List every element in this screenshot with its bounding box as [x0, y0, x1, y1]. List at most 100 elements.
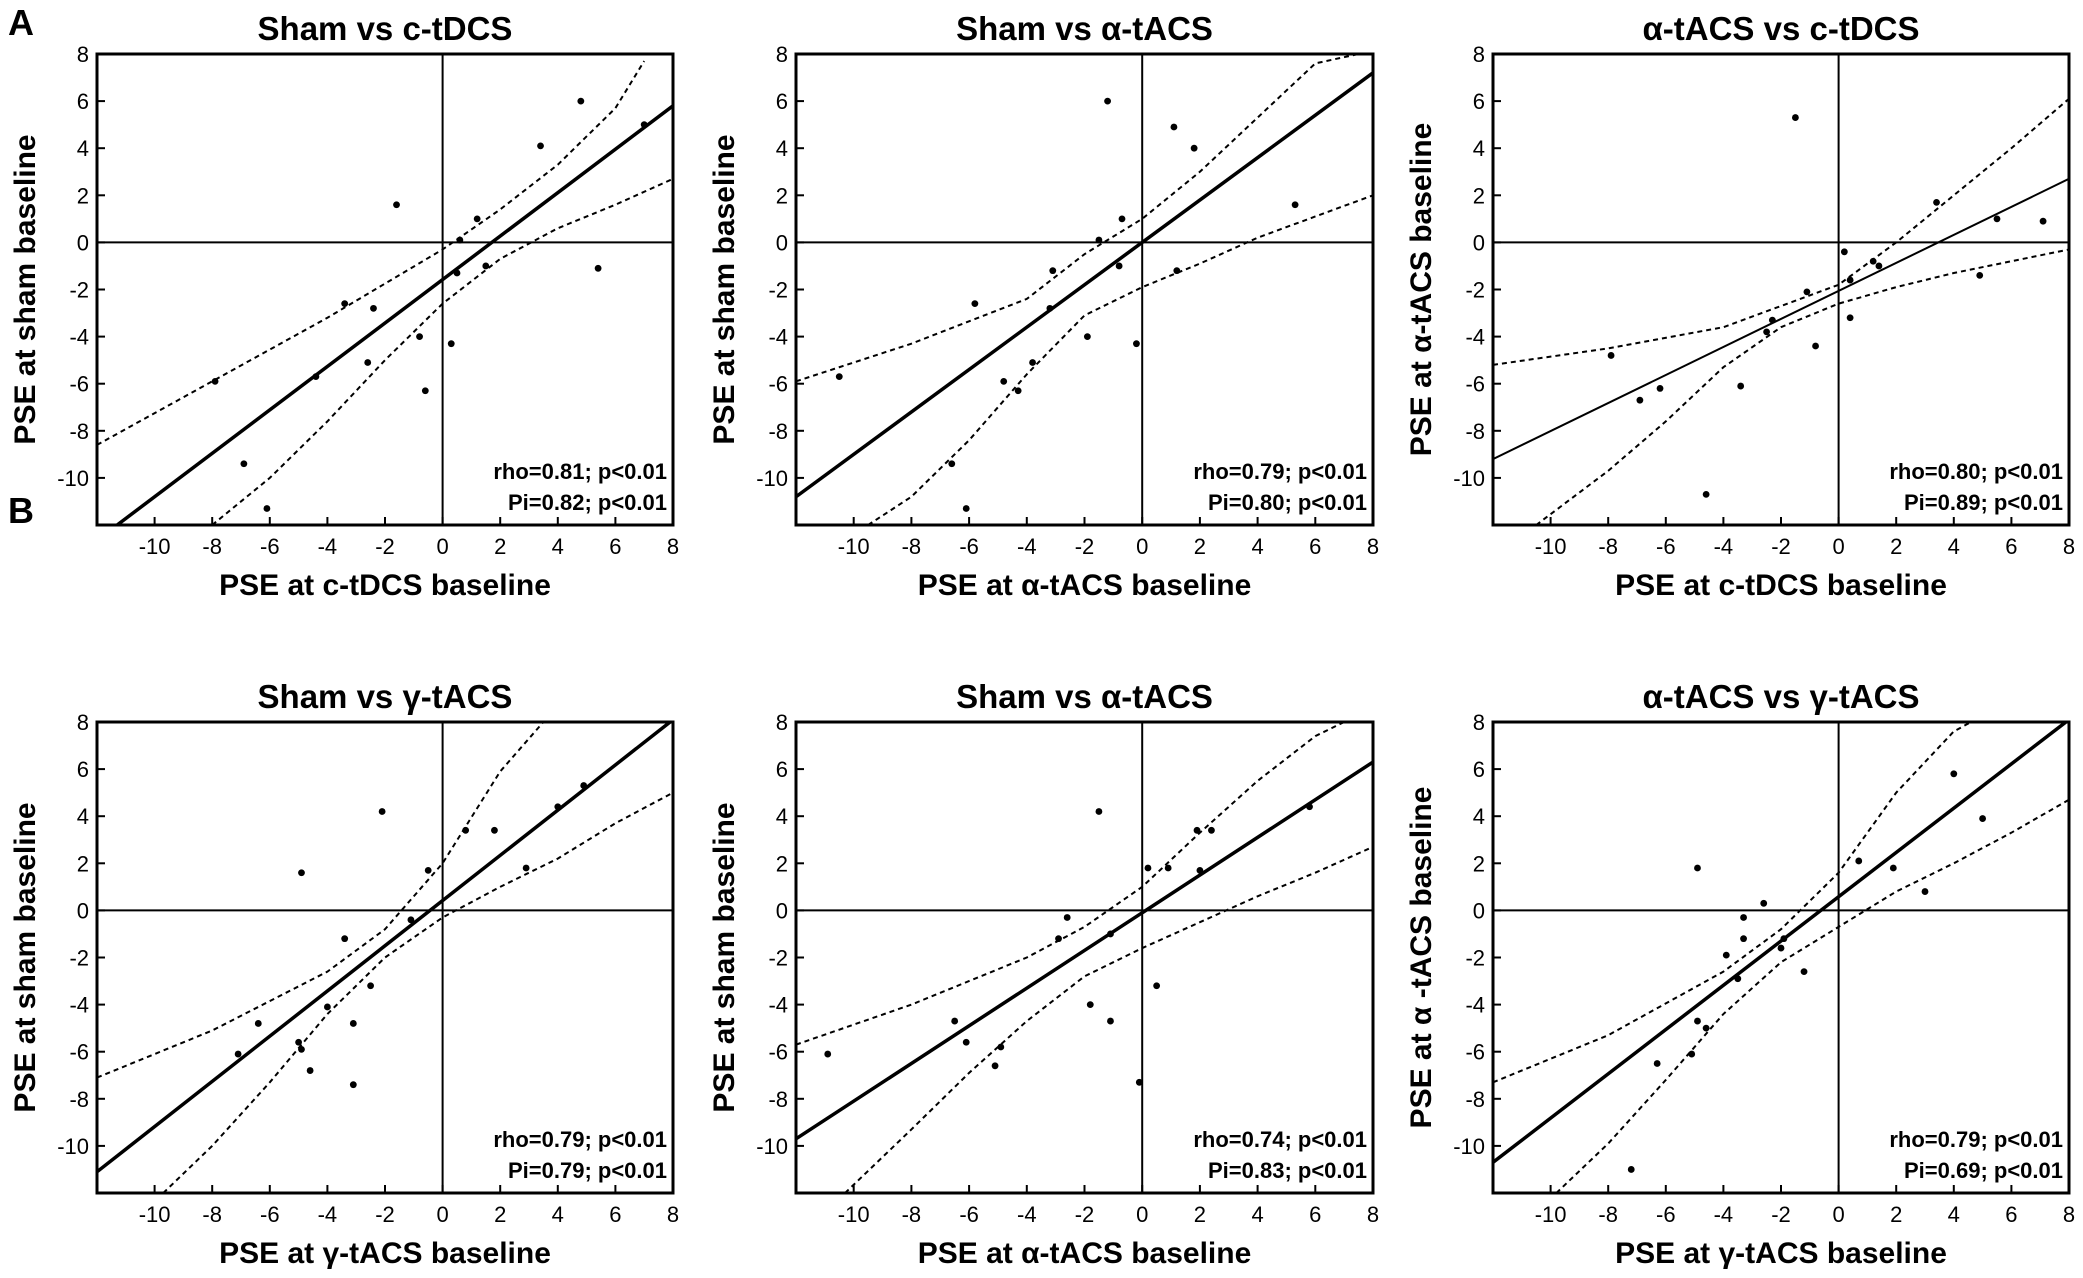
x-tick-label: 0 — [1832, 1202, 1844, 1227]
data-point — [951, 1017, 959, 1025]
data-point — [1855, 857, 1863, 865]
x-tick-label: 0 — [1832, 534, 1844, 559]
row-label-b: B — [8, 490, 34, 531]
x-tick-label: -2 — [375, 1202, 395, 1227]
y-tick-label: 0 — [776, 898, 788, 923]
regression-line — [796, 760, 1373, 1141]
data-point — [1702, 490, 1710, 498]
x-tick-label: -10 — [139, 1202, 171, 1227]
x-tick-label: -8 — [902, 534, 922, 559]
y-tick-label: 6 — [1473, 89, 1485, 114]
y-tick-label: -4 — [1465, 325, 1485, 350]
x-tick-label: 2 — [1194, 1202, 1206, 1227]
data-point — [263, 505, 271, 512]
y-tick-label: -10 — [57, 466, 89, 491]
data-point — [1046, 304, 1054, 312]
y-tick-label: 6 — [776, 757, 788, 782]
data-point — [835, 373, 843, 381]
x-tick-label: 2 — [494, 1202, 506, 1227]
x-tick-label: -10 — [139, 534, 171, 559]
x-tick-label: 8 — [1367, 1202, 1379, 1227]
y-tick-label: -10 — [756, 466, 788, 491]
ci-upper-line — [796, 54, 1359, 383]
data-point — [240, 460, 248, 468]
y-tick-label: -8 — [1465, 419, 1485, 444]
x-tick-label: 8 — [1367, 534, 1379, 559]
y-tick-label: -4 — [1465, 993, 1485, 1018]
x-tick-label: -10 — [838, 534, 870, 559]
x-axis-label: PSE at c-tDCS baseline — [1615, 569, 1947, 602]
data-point — [1095, 808, 1103, 815]
plot-frame — [1491, 720, 2071, 1195]
plot-frame — [95, 720, 675, 1195]
y-tick-label: -4 — [768, 325, 788, 350]
data-point — [1768, 316, 1776, 324]
y-tick-label: -6 — [768, 1040, 788, 1065]
data-point — [1993, 215, 2001, 223]
pi-stat-label: Pi=0.83; p<0.01 — [1208, 1158, 1367, 1183]
data-point — [1780, 935, 1788, 943]
x-axis-label: PSE at γ-tACS baseline — [219, 1237, 551, 1270]
y-tick-label: -6 — [69, 1040, 89, 1065]
x-tick-label: -4 — [318, 1202, 338, 1227]
x-tick-label: -2 — [1075, 1202, 1095, 1227]
data-point — [971, 300, 979, 308]
x-axis-label: PSE at α-tACS baseline — [918, 569, 1252, 602]
pi-stat-label: Pi=0.89; p<0.01 — [1904, 490, 2063, 515]
x-tick-label: -8 — [1598, 1202, 1618, 1227]
rho-stat-label: rho=0.79; p<0.01 — [1889, 1127, 2063, 1152]
data-point — [1306, 803, 1313, 811]
y-tick-label: -10 — [756, 1134, 788, 1159]
data-point — [1055, 935, 1062, 943]
data-point — [295, 1038, 302, 1046]
data-point — [407, 916, 415, 924]
y-axis-label: PSE at α -tACS baseline — [1405, 787, 1438, 1129]
y-tick-label: -8 — [768, 1087, 788, 1112]
data-point — [1118, 215, 1126, 223]
data-point — [1875, 262, 1883, 270]
x-tick-label: -8 — [1598, 534, 1618, 559]
y-tick-label: 8 — [77, 42, 89, 67]
data-point — [312, 373, 320, 381]
data-point — [473, 215, 481, 223]
y-tick-label: -8 — [768, 419, 788, 444]
y-tick-label: 6 — [1473, 757, 1485, 782]
data-point — [1763, 328, 1770, 336]
data-point — [1115, 262, 1123, 270]
regression-line — [1493, 722, 2069, 1164]
x-tick-label: 8 — [2063, 534, 2075, 559]
pi-stat-label: Pi=0.82; p<0.01 — [508, 490, 667, 515]
y-tick-label: 6 — [77, 89, 89, 114]
data-point — [1846, 276, 1854, 284]
data-point — [1737, 382, 1745, 390]
x-tick-label: 4 — [1948, 1202, 1960, 1227]
y-tick-label: -4 — [768, 993, 788, 1018]
data-point — [1740, 914, 1747, 921]
data-point — [997, 1043, 1005, 1051]
y-tick-label: -2 — [69, 946, 89, 971]
ci-lower-line — [1535, 248, 2069, 525]
chart-title: Sham vs c-tDCS — [258, 10, 513, 47]
data-point — [1627, 1166, 1635, 1173]
data-point — [393, 201, 400, 209]
x-tick-label: 2 — [1194, 534, 1206, 559]
x-tick-label: 6 — [1309, 534, 1321, 559]
data-point — [1921, 888, 1929, 895]
y-tick-label: -10 — [1453, 1134, 1485, 1159]
data-point — [1950, 770, 1958, 778]
x-tick-label: 8 — [667, 534, 679, 559]
data-point — [1135, 1078, 1143, 1086]
data-point — [1846, 314, 1854, 322]
data-point — [1840, 248, 1848, 256]
data-point — [1164, 864, 1172, 872]
x-tick-label: 2 — [1890, 534, 1902, 559]
x-axis-label: PSE at α-tACS baseline — [918, 1237, 1252, 1270]
x-tick-label: 4 — [552, 534, 564, 559]
x-tick-label: 2 — [1890, 1202, 1902, 1227]
data-point — [341, 300, 349, 308]
ci-lower-line — [844, 845, 1373, 1193]
data-point — [324, 1003, 331, 1011]
x-tick-label: -8 — [902, 1202, 922, 1227]
data-point — [1196, 866, 1204, 874]
y-tick-label: 0 — [1473, 898, 1485, 923]
